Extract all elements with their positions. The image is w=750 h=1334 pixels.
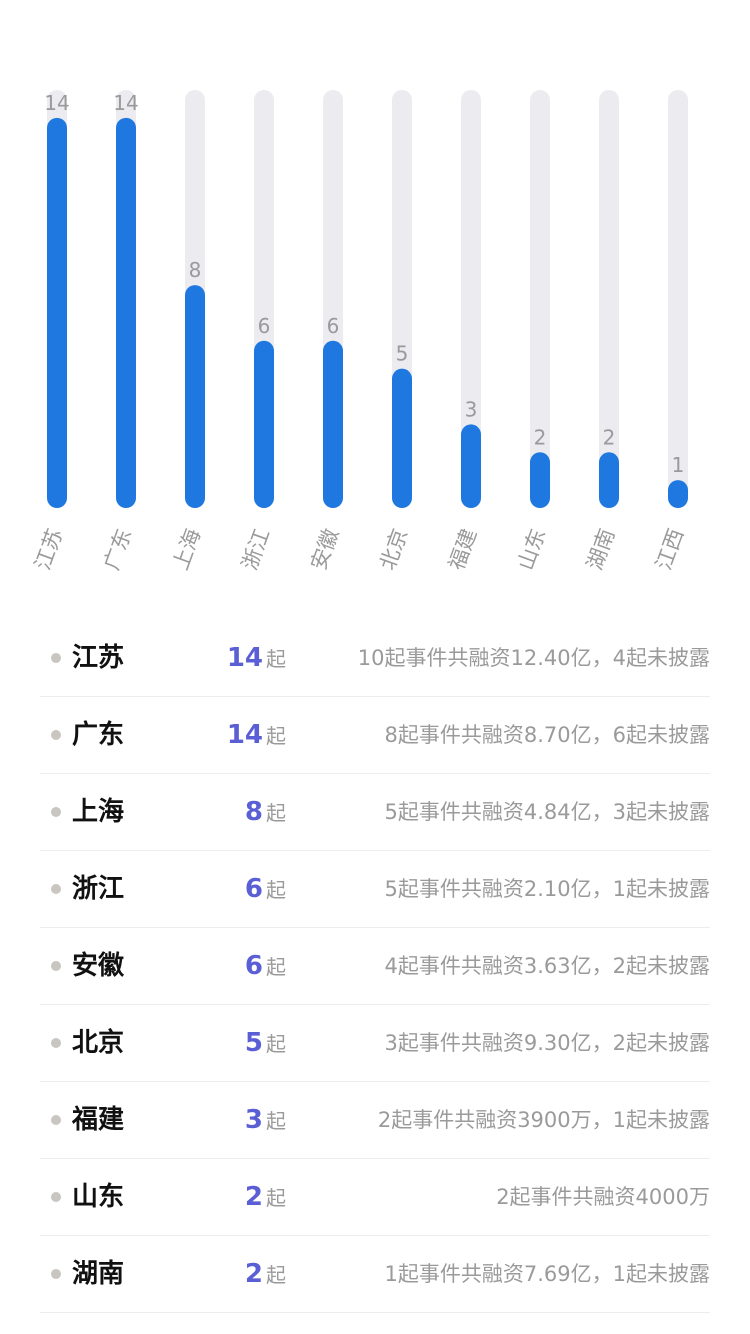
financing-summary: 5起事件共融资2.10亿，1起未披露 — [384, 877, 710, 901]
event-count: 14 起 — [227, 638, 286, 681]
province-name: 安徽 — [72, 951, 125, 981]
bar-value-label: 6 — [327, 314, 340, 338]
bar-value-label: 8 — [189, 258, 202, 282]
event-count-value: 14 — [226, 720, 263, 750]
financing-summary: 10起事件共融资12.40亿，4起未披露 — [357, 646, 710, 670]
event-count-unit: 起 — [266, 1186, 286, 1210]
list-item[interactable]: 江苏 14 起 10起事件共融资12.40亿，4起未披露 — [40, 620, 710, 697]
province-name: 湖南 — [72, 1259, 125, 1289]
bullet-dot-icon — [51, 1269, 61, 1279]
bar[interactable] — [323, 340, 343, 508]
event-count-unit: 起 — [266, 1032, 286, 1056]
bar-value-label: 1 — [672, 453, 685, 477]
event-count-value: 6 — [244, 951, 263, 981]
event-count-value: 14 — [226, 643, 263, 673]
bullet-dot-icon — [51, 1038, 61, 1048]
financing-summary: 5起事件共融资4.84亿，3起未披露 — [384, 800, 710, 824]
event-count-unit: 起 — [266, 1263, 286, 1287]
province-event-bar-chart: 14 江苏 14 广东 8 上海 6 浙江 6 安徽 5 北京 3 福建 2 山东 2 湖南 1 江西 — [30, 90, 688, 574]
event-count-value: 2 — [244, 1182, 263, 1212]
bar-track — [668, 90, 688, 508]
bar-track — [461, 90, 481, 508]
bullet-dot-icon — [51, 730, 61, 740]
event-count-unit: 起 — [266, 878, 286, 902]
event-count: 14 起 — [227, 715, 286, 758]
bar-value-label: 2 — [603, 425, 616, 449]
financing-summary: 2起事件共融资3900万，1起未披露 — [377, 1108, 710, 1132]
bar[interactable] — [47, 117, 67, 508]
bullet-dot-icon — [51, 653, 61, 663]
bullet-dot-icon — [51, 961, 61, 971]
financing-summary: 4起事件共融资3.63亿，2起未披露 — [384, 954, 710, 978]
bar[interactable] — [530, 452, 550, 508]
category-label: 湖南 — [582, 526, 619, 574]
event-count-value: 6 — [244, 874, 263, 904]
province-list: 江苏 14 起 10起事件共融资12.40亿，4起未披露 广东 14 起 8起事件共… — [40, 620, 710, 1313]
province-name: 山东 — [72, 1182, 125, 1212]
event-count-value: 3 — [244, 1105, 263, 1135]
event-count-unit: 起 — [266, 1109, 286, 1133]
category-label: 福建 — [444, 526, 481, 574]
bar[interactable] — [461, 424, 481, 508]
category-label: 北京 — [375, 526, 412, 574]
financing-summary: 8起事件共融资8.70亿，6起未披露 — [384, 723, 710, 747]
bar-value-label: 6 — [258, 314, 271, 338]
bar[interactable] — [254, 340, 274, 508]
bar[interactable] — [392, 368, 412, 508]
bar-value-label: 2 — [534, 425, 547, 449]
category-label: 上海 — [168, 526, 205, 574]
event-count-unit: 起 — [266, 724, 286, 748]
bar[interactable] — [599, 452, 619, 508]
bar[interactable] — [185, 285, 205, 508]
province-name: 江苏 — [72, 643, 125, 673]
bar-value-label: 3 — [465, 397, 478, 421]
bullet-dot-icon — [51, 1192, 61, 1202]
bar-value-label: 14 — [44, 91, 69, 115]
bar[interactable] — [668, 480, 688, 508]
list-item[interactable]: 广东 14 起 8起事件共融资8.70亿，6起未披露 — [40, 697, 710, 774]
province-name: 北京 — [72, 1028, 125, 1058]
category-label: 浙江 — [237, 526, 274, 574]
bar-track — [599, 90, 619, 508]
event-count-value: 8 — [244, 797, 263, 827]
category-label: 江苏 — [30, 526, 67, 574]
province-name: 广东 — [72, 720, 125, 750]
bullet-dot-icon — [51, 1115, 61, 1125]
bar-value-label: 14 — [113, 91, 138, 115]
event-count-unit: 起 — [266, 955, 286, 979]
bar-track — [530, 90, 550, 508]
province-name: 浙江 — [72, 874, 125, 904]
category-label: 安徽 — [306, 526, 343, 574]
category-label: 山东 — [513, 526, 550, 574]
bar-value-label: 5 — [396, 342, 409, 366]
event-count-value: 5 — [244, 1028, 263, 1058]
event-count-value: 2 — [244, 1259, 263, 1289]
financing-summary: 3起事件共融资9.30亿，2起未披露 — [384, 1031, 710, 1055]
event-count-unit: 起 — [266, 801, 286, 825]
province-name: 福建 — [72, 1105, 125, 1135]
bullet-dot-icon — [51, 807, 61, 817]
financing-summary: 1起事件共融资7.69亿，1起未披露 — [384, 1262, 710, 1286]
province-name: 上海 — [72, 797, 125, 827]
event-count-unit: 起 — [266, 647, 286, 671]
category-label: 江西 — [651, 526, 688, 574]
category-label: 广东 — [99, 526, 136, 574]
bar[interactable] — [116, 117, 136, 508]
financing-summary: 2起事件共融资4000万 — [496, 1185, 710, 1209]
bullet-dot-icon — [51, 884, 61, 894]
